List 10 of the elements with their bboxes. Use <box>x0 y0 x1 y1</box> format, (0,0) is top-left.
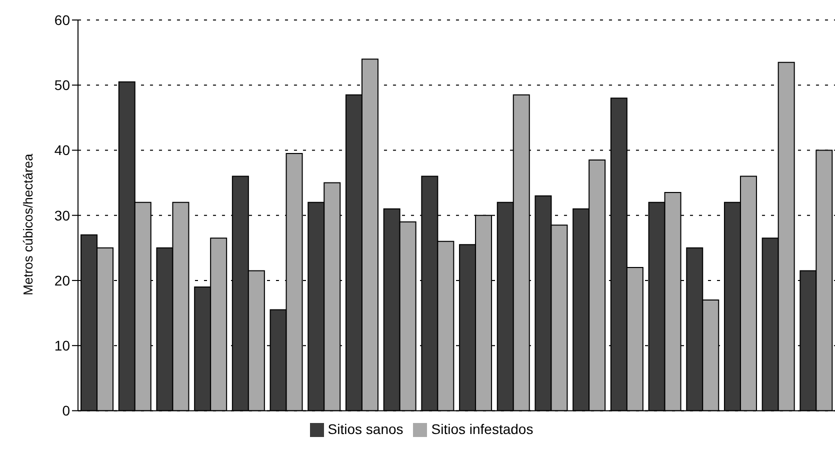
y-tick-label: 0 <box>62 402 70 419</box>
y-tick-label: 10 <box>54 338 70 354</box>
y-tick-label: 20 <box>54 272 70 288</box>
y-tick-label: 40 <box>54 142 70 158</box>
y-axis-title: Metros cúbicos/hectárea <box>20 152 36 296</box>
y-tick-label: 50 <box>54 77 70 94</box>
legend-label: Sitios sanos <box>328 420 404 437</box>
y-tick-label: 30 <box>54 207 70 224</box>
legend-label: Sitios infestados <box>431 420 534 437</box>
y-tick-label: 60 <box>54 12 70 28</box>
